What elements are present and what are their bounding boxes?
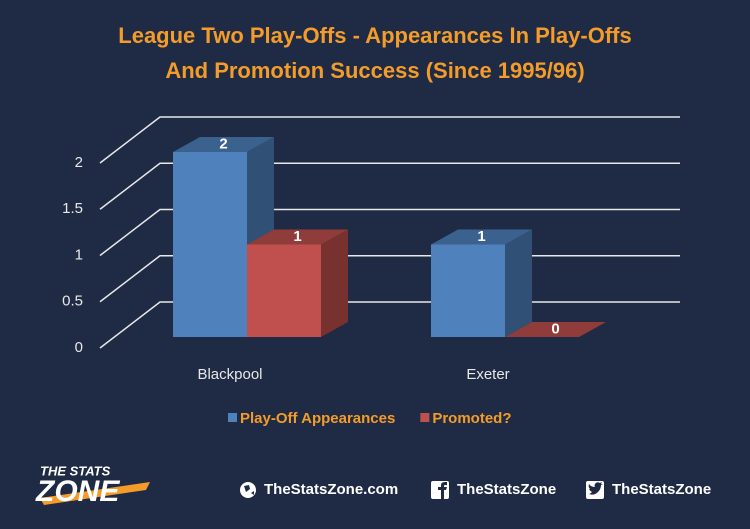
twitter-icon — [586, 481, 604, 499]
logo: THE STATS ZONE — [35, 463, 150, 508]
twitter-link: TheStatsZone — [612, 481, 711, 498]
y-tick-label: 0.5 — [62, 293, 83, 310]
website-link: TheStatsZone.com — [264, 481, 398, 498]
grid-line — [99, 116, 680, 164]
value-label: 1 — [293, 228, 301, 245]
facebook-icon — [431, 481, 449, 499]
chart-title: League Two Play-Offs - Appearances In Pl… — [118, 23, 631, 48]
bar-top — [173, 137, 274, 152]
legend-swatch — [420, 413, 430, 422]
value-label: 0 — [551, 320, 559, 337]
bar — [505, 322, 606, 337]
value-label: 1 — [477, 228, 485, 245]
legend-label: Play-Off Appearances — [240, 410, 395, 427]
globe-icon — [240, 482, 256, 498]
bar-top — [247, 229, 348, 245]
facebook-link: TheStatsZone — [457, 481, 556, 498]
bar — [431, 229, 532, 337]
bar-side — [321, 229, 348, 337]
bar-front — [431, 244, 505, 337]
brand-bottom: ZONE — [35, 475, 120, 508]
bar-front — [173, 152, 247, 337]
grid-line — [99, 162, 680, 210]
bar-top — [505, 322, 606, 337]
chart-title: And Promotion Success (Since 1995/96) — [165, 58, 584, 83]
bar-front — [247, 244, 321, 337]
y-tick-label: 0 — [75, 339, 83, 356]
bar-top — [431, 229, 532, 245]
legend-label: Promoted? — [432, 410, 511, 427]
legend-swatch — [228, 413, 237, 422]
y-tick-label: 2 — [75, 154, 83, 171]
bar — [247, 229, 348, 337]
value-label: 2 — [219, 135, 227, 152]
bar-side — [505, 229, 532, 337]
grid-line — [99, 208, 680, 257]
y-tick-label: 1.5 — [62, 200, 83, 217]
x-tick-label: Blackpool — [197, 366, 262, 383]
x-tick-label: Exeter — [466, 366, 509, 383]
logo-swoosh — [40, 482, 150, 505]
brand-top: THE STATS — [40, 463, 111, 478]
y-tick-label: 1 — [75, 246, 83, 263]
